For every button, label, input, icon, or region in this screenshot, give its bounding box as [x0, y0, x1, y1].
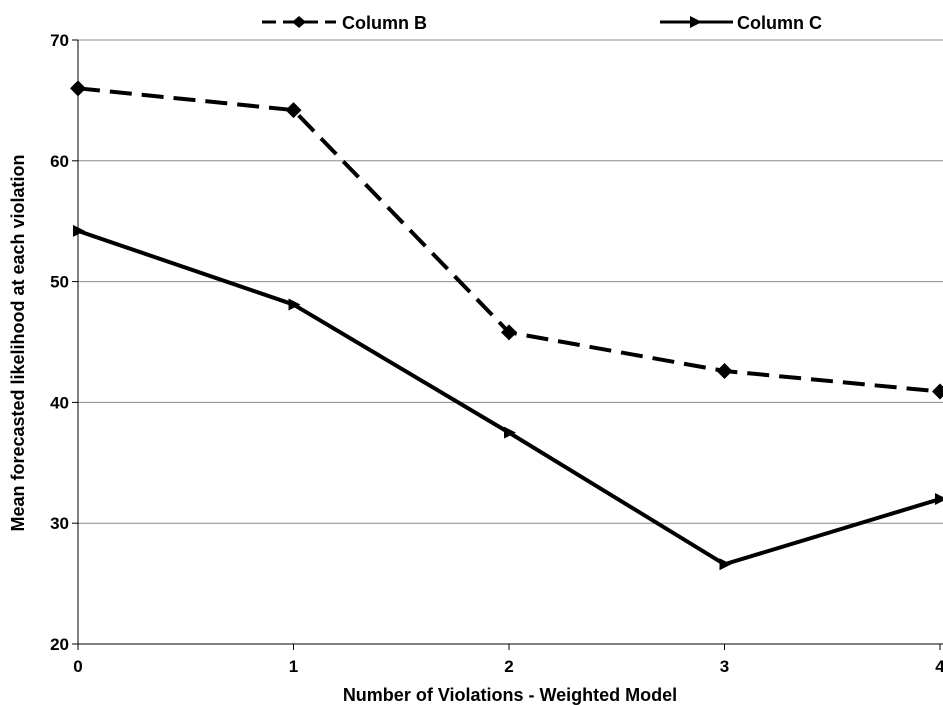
y-tick-label-70: 70 [50, 31, 69, 50]
x-tick-label-2: 2 [504, 657, 513, 676]
data-point-column-c-2 [504, 426, 516, 439]
x-axis-title: Number of Violations - Weighted Model [343, 685, 677, 705]
series-line-column-b [77, 86, 941, 394]
data-point-column-c-3 [719, 558, 732, 571]
x-tick-label-3: 3 [720, 657, 729, 676]
data-point-column-b-0 [70, 80, 86, 97]
legend-label-column-b: Column B [342, 13, 427, 33]
data-point-column-b-1 [285, 102, 302, 119]
series-column-b [70, 80, 943, 400]
y-tick-label-50: 50 [50, 273, 69, 292]
y-tick-label-20: 20 [50, 635, 69, 654]
y-tick-label-30: 30 [50, 514, 69, 533]
legend-triangle-marker-icon [690, 16, 702, 28]
data-point-column-c-1 [288, 298, 301, 311]
legend-item-column-b: Column B [262, 13, 427, 33]
axes [77, 40, 943, 645]
y-tick-label-40: 40 [50, 393, 69, 412]
data-point-column-b-2 [501, 324, 517, 341]
x-tick-label-0: 0 [73, 657, 82, 676]
legend-diamond-marker-icon [292, 16, 306, 28]
data-point-column-c-0 [73, 224, 85, 237]
data-point-column-b-3 [716, 362, 733, 379]
data-point-column-c-4 [935, 493, 943, 506]
y-axis-ticks: 20 30 40 50 60 70 [50, 31, 78, 654]
y-axis-title: Mean forecasted likelihood at each viola… [8, 154, 28, 531]
series-line-column-c [77, 228, 941, 567]
y-tick-label-60: 60 [50, 152, 69, 171]
gridlines [78, 39, 943, 524]
data-point-column-b-4 [932, 383, 943, 400]
x-axis-ticks: 0 1 2 3 4 [73, 644, 943, 676]
series-layer [70, 80, 943, 571]
legend: Column B Column C [262, 13, 822, 33]
series-column-c [73, 224, 943, 571]
x-tick-label-4: 4 [935, 657, 943, 676]
legend-item-column-c: Column C [660, 13, 822, 33]
x-tick-label-1: 1 [289, 657, 298, 676]
legend-label-column-c: Column C [737, 13, 822, 33]
